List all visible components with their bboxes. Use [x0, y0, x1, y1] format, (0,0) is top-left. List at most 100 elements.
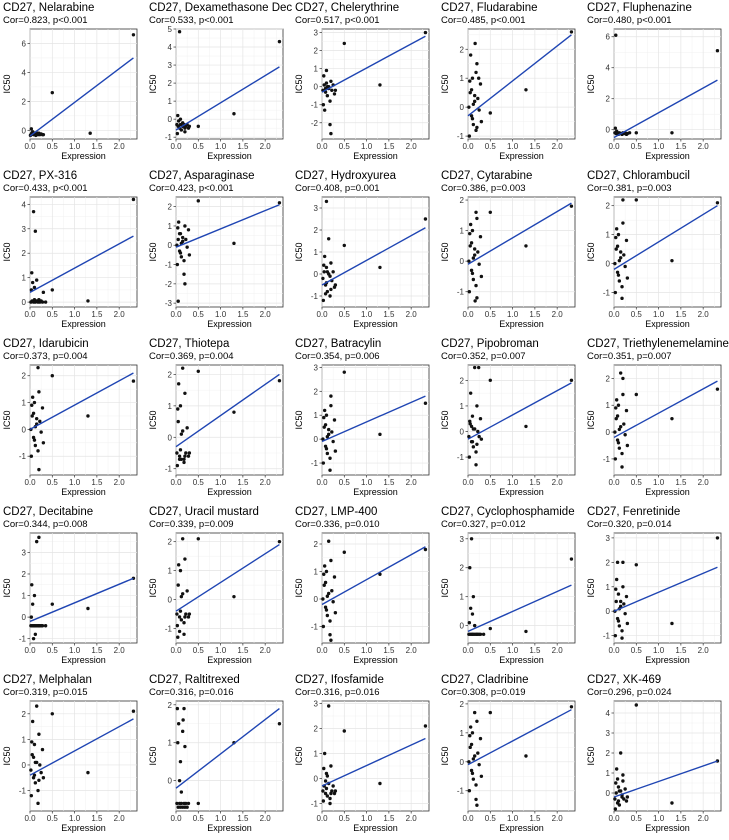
x-tick-label: 0.0 [608, 142, 620, 151]
data-point [474, 463, 478, 467]
y-tick-label: 5 [168, 25, 173, 34]
y-tick-label: -2 [311, 119, 319, 128]
x-tick-label: 2.0 [552, 142, 564, 151]
data-point [232, 112, 236, 116]
x-axis-label: Expression [645, 319, 690, 329]
data-point [177, 457, 182, 461]
data-point [131, 197, 136, 202]
data-point [330, 88, 334, 93]
y-tick-label: -1 [603, 289, 611, 298]
data-point [31, 636, 36, 641]
y-tick-label: 2 [606, 374, 611, 383]
correlation-stats: Cor=0.373, p=0.004 [3, 351, 88, 362]
data-point [621, 773, 625, 777]
x-tick-label: 1.0 [507, 478, 519, 487]
y-tick-label: 0 [168, 596, 173, 605]
scatter-plot: 0.0 0.5 1.0 1.5 2.0 0 1 2 3 4 Expression IC50 [2, 196, 138, 329]
plot-area [175, 196, 284, 308]
data-point [183, 224, 187, 228]
data-point [326, 591, 331, 596]
y-tick-label: 3 [314, 363, 319, 372]
y-tick-label: 4 [168, 43, 173, 52]
y-tick-label: -1 [311, 800, 319, 809]
data-point [324, 199, 329, 204]
data-point [322, 415, 326, 420]
regression-line [175, 204, 280, 248]
data-point [617, 258, 622, 263]
data-point [614, 791, 618, 795]
data-point [621, 392, 625, 397]
data-point [196, 537, 200, 541]
data-point [328, 122, 332, 127]
data-point [472, 623, 477, 628]
x-axis-label: Expression [499, 319, 544, 329]
data-point [326, 539, 331, 543]
data-point [180, 592, 185, 596]
y-tick-label: -1 [311, 459, 319, 468]
x-tick-label: 0.5 [193, 814, 205, 823]
y-axis-label: IC50 [440, 74, 450, 93]
plot-area [467, 364, 576, 476]
x-tick-label: 1.0 [653, 646, 665, 655]
scatter-plot: 0.0 0.5 1.0 1.5 2.0 -1 0 1 2 Expression IC50 [440, 700, 576, 833]
data-point [616, 799, 621, 803]
y-tick-label: 2 [22, 710, 27, 719]
scatter-panel: 0.0 0.5 1.0 1.5 2.0 -1 0 1 2 Expression IC50 CD27, … [146, 336, 292, 504]
x-tick-label: 0.5 [631, 478, 643, 487]
x-tick-label: 0.5 [485, 142, 497, 151]
x-tick-label: 0.5 [631, 142, 643, 151]
correlation-stats: Cor=0.485, p<0.001 [441, 15, 526, 26]
data-point [670, 416, 674, 421]
y-axis-label: IC50 [586, 746, 596, 765]
y-axis-label: IC50 [148, 74, 158, 93]
data-point [328, 801, 332, 806]
data-point [88, 131, 92, 135]
data-point [196, 369, 200, 373]
data-point [322, 583, 326, 587]
y-tick-label: 2 [22, 97, 27, 106]
data-point [479, 119, 484, 124]
y-axis-label: IC50 [2, 578, 12, 597]
panel-title: CD27, Pipobroman [441, 338, 539, 350]
data-point [471, 594, 476, 599]
correlation-stats: Cor=0.408, p=0.001 [295, 183, 380, 194]
scatter-panel: 0.0 0.5 1.0 1.5 2.0 0 1 2 3 4 Expression IC50 CD27, … [0, 168, 146, 336]
data-point [176, 419, 180, 424]
data-point [378, 781, 382, 786]
data-point [615, 438, 620, 442]
data-point [30, 414, 34, 418]
data-point [378, 265, 382, 270]
data-point [622, 797, 626, 801]
data-point [467, 134, 472, 138]
x-tick-label: 1.0 [69, 142, 81, 151]
data-point [468, 391, 473, 395]
data-point [488, 626, 492, 631]
data-point [184, 451, 188, 455]
panel-title: CD27, Asparaginase [149, 170, 255, 182]
data-point [469, 114, 474, 118]
x-tick-label: 0.5 [485, 646, 497, 655]
y-axis-label: IC50 [586, 578, 596, 597]
data-point [670, 258, 674, 263]
data-point [323, 791, 328, 796]
data-point [378, 83, 382, 87]
data-point [469, 424, 474, 429]
data-point [469, 241, 474, 245]
data-point [488, 111, 492, 115]
data-point [670, 131, 674, 135]
x-tick-label: 1.0 [361, 142, 373, 151]
x-tick-label: 1.0 [507, 310, 519, 319]
data-point [470, 612, 475, 616]
scatter-plot: 0.0 0.5 1.0 1.5 2.0 -1 0 1 2 Expression IC50 [586, 196, 722, 329]
plot-area [467, 28, 576, 140]
data-point [471, 757, 476, 761]
data-point [322, 74, 326, 78]
x-axis-label: Expression [207, 151, 252, 161]
data-point [323, 779, 328, 783]
data-point [38, 763, 42, 767]
data-point [178, 568, 183, 573]
y-tick-label: 3 [22, 548, 27, 557]
data-point [323, 292, 328, 296]
data-point [469, 537, 474, 541]
data-point [623, 433, 627, 437]
